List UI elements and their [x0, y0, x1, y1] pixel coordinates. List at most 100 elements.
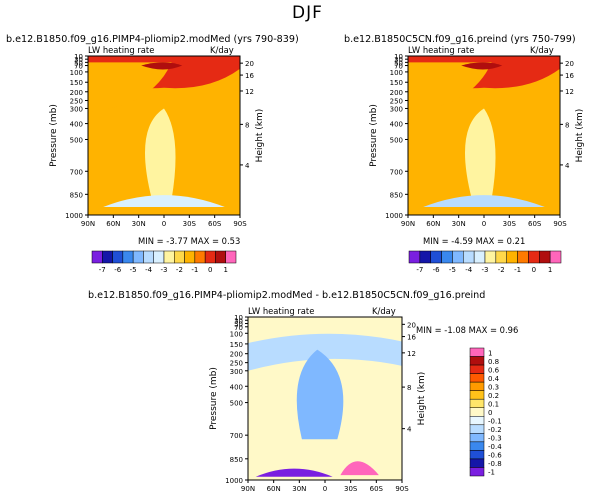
heating-core — [461, 62, 503, 70]
x-tick-label: 60S — [208, 220, 222, 228]
x-tick-label: 0 — [162, 220, 166, 228]
colorbar-label: 1 — [488, 349, 492, 357]
colorbar-swatch — [469, 458, 485, 468]
y-tick-label: 30 — [234, 317, 243, 325]
y-tick-label: 70 — [74, 63, 83, 71]
colorbar-label: 0 — [488, 409, 492, 417]
x-tick-label: 90N — [81, 220, 95, 228]
y-right-tick-label: 20 — [565, 60, 574, 68]
upper-warm-zone — [408, 62, 492, 112]
x-tick-label: 90S — [553, 220, 567, 228]
x-tick-label: 30S — [503, 220, 517, 228]
colorbar-swatch — [469, 398, 485, 408]
tropical-cooling-tower — [145, 108, 176, 200]
x-tick-label: 90S — [233, 220, 247, 228]
y-tick-label: 250 — [70, 98, 83, 106]
surface-cooling-min — [255, 468, 333, 477]
colorbar-swatch — [469, 407, 485, 417]
y-right-tick-label: 20 — [407, 321, 416, 329]
y-tick-label: 150 — [230, 341, 243, 349]
y-tick-label: 250 — [230, 360, 243, 368]
colorbar-label: -7 — [99, 266, 106, 274]
y-tick-label: 30 — [74, 56, 83, 64]
min-max-readout: MIN = -3.77 MAX = 0.53 — [138, 236, 241, 246]
y-right-tick-label: 12 — [407, 350, 416, 358]
colorbar-label: -1 — [488, 469, 495, 477]
y-right-tick-label: 4 — [565, 162, 570, 170]
panel-title: b.e12.B1850C5CN.f09_g16.preind (yrs 750-… — [344, 34, 576, 45]
min-max-readout: MIN = -4.59 MAX = 0.21 — [423, 236, 526, 246]
y-tick-label: 200 — [390, 89, 403, 97]
colorbar-swatch — [469, 416, 485, 426]
x-tick-label: 60N — [106, 220, 120, 228]
y-right-tick-label: 12 — [245, 88, 254, 96]
x-tick-label: 30N — [292, 485, 306, 493]
y-tick-label: 500 — [70, 136, 83, 144]
colorbar-label: -5 — [449, 266, 456, 274]
colorbar-label: 0 — [532, 266, 536, 274]
colorbar-label: 1 — [548, 266, 552, 274]
x-tick-label: 90N — [241, 485, 255, 493]
x-tick-label: 90S — [395, 485, 409, 493]
y-tick-label: 50 — [74, 59, 83, 67]
y-tick-label: 700 — [70, 168, 83, 176]
colorbar-swatch — [225, 250, 237, 264]
near-surface-cooling — [103, 195, 225, 208]
colorbar-swatch — [469, 450, 485, 460]
colorbar-swatch — [469, 364, 485, 374]
page-title: DJF — [292, 3, 323, 23]
colorbar-label: -2 — [498, 266, 505, 274]
y-tick-label: 400 — [70, 121, 83, 129]
colorbar-label: -4 — [145, 266, 153, 274]
colorbar-label: -0.3 — [488, 435, 502, 443]
tropical-cooling-tower — [465, 108, 496, 200]
colorbar-label: -6 — [433, 266, 441, 274]
colorbar-label: -0.2 — [488, 426, 502, 434]
y-right-axis-label: Height (km) — [575, 109, 585, 163]
y-tick-label: 1000 — [385, 212, 403, 220]
y-tick-label: 850 — [70, 191, 83, 199]
colorbar-swatch — [469, 467, 485, 477]
y-tick-label: 500 — [230, 400, 243, 408]
y-tick-label: 300 — [390, 105, 403, 113]
colorbar-label: -2 — [176, 266, 183, 274]
colorbar-swatch — [469, 356, 485, 366]
x-tick-label: 30S — [183, 220, 197, 228]
y-right-axis-label: Height (km) — [255, 109, 265, 163]
colorbar-swatch — [469, 424, 485, 434]
y-tick-label: 400 — [230, 383, 243, 391]
y-right-tick-label: 4 — [245, 162, 250, 170]
y-right-tick-label: 8 — [407, 384, 411, 392]
colorbar: 10.80.60.40.30.20.10-0.1-0.2-0.3-0.4-0.6… — [469, 347, 502, 477]
y-tick-label: 10 — [74, 53, 83, 61]
y-tick-label: 150 — [70, 79, 83, 87]
y-axis-label: Pressure (mb) — [209, 367, 219, 430]
y-tick-label: 700 — [230, 432, 243, 440]
colorbar-label: -0.4 — [488, 443, 502, 451]
y-right-tick-label: 16 — [245, 72, 254, 80]
y-tick-label: 200 — [230, 351, 243, 359]
y-tick-label: 700 — [390, 168, 403, 176]
colorbar-swatch — [469, 390, 485, 400]
y-tick-label: 70 — [234, 324, 243, 332]
y-tick-label: 300 — [230, 368, 243, 376]
colorbar-label: -3 — [482, 266, 489, 274]
y-tick-label: 500 — [390, 136, 403, 144]
units-label: K/day — [530, 45, 554, 55]
panel-title: b.e12.B1850.f09_g16.PIMP4-pliomip2.modMe… — [88, 290, 486, 301]
colorbar-swatch — [469, 433, 485, 443]
colorbar-label: 0.4 — [488, 375, 500, 383]
colorbar-label: 0.2 — [488, 392, 499, 400]
y-axis-label: Pressure (mb) — [49, 104, 59, 167]
y-tick-label: 50 — [394, 59, 403, 67]
x-tick-label: 60S — [370, 485, 384, 493]
colorbar-swatch — [469, 347, 485, 357]
colorbar-label: 0.3 — [488, 383, 499, 391]
colorbar-label: 0.6 — [488, 366, 500, 374]
y-right-tick-label: 16 — [565, 72, 574, 80]
upper-cooling-band — [248, 333, 402, 371]
colorbar-label: -0.6 — [488, 452, 502, 460]
y-axis-label: Pressure (mb) — [369, 104, 379, 167]
x-tick-label: 0 — [482, 220, 486, 228]
